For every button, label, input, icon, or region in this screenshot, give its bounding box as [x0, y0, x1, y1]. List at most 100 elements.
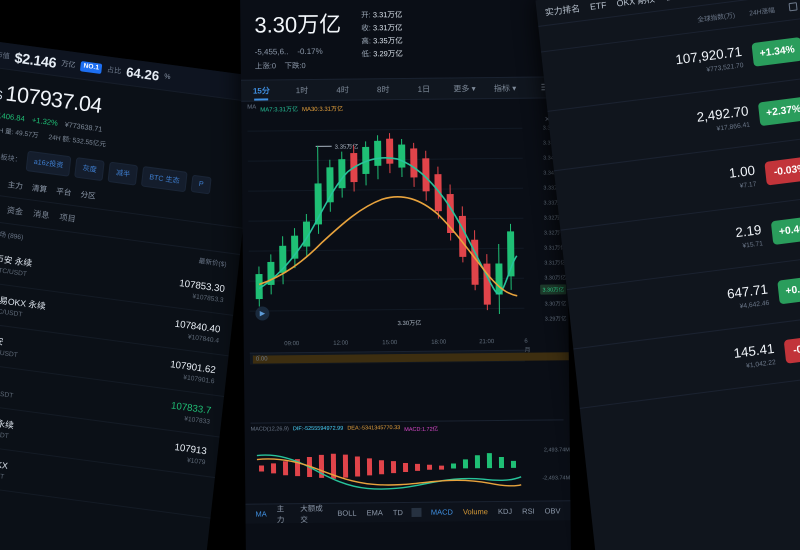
change-badge: +2.37%: [757, 96, 800, 127]
chart-change-pct: -0.17%: [297, 46, 323, 57]
tab-1h[interactable]: 1时: [295, 85, 309, 95]
volume-chart: [250, 362, 526, 423]
tab-strength-ranking[interactable]: 实力排名: [544, 3, 581, 18]
y-tick: 3.29万亿: [544, 316, 567, 323]
tab-more[interactable]: 更多 ▾: [453, 83, 476, 93]
tab-okx-options[interactable]: OKX 期权: [616, 0, 656, 9]
x-tick: 15:00: [382, 340, 398, 347]
indicator-boll[interactable]: BOLL: [337, 508, 357, 518]
nav-item-zone[interactable]: 分区: [79, 189, 97, 201]
tab-1d[interactable]: 1日: [417, 84, 431, 94]
market-cap-label: 市值: [0, 51, 11, 61]
indicator-ema[interactable]: EMA: [366, 508, 383, 518]
macd-dea: DEA:-5341345770.33: [347, 425, 401, 432]
volume-24h: 24H 量: 49.57万: [0, 126, 39, 140]
tab-funds[interactable]: 资金: [6, 205, 24, 217]
last-price-text: 3.30万亿: [397, 320, 422, 328]
currency-symbol: $: [0, 86, 4, 103]
change-pct: +1.32%: [31, 115, 59, 128]
change-abs: +1406.84: [0, 110, 26, 124]
row-value: 145.41: [732, 340, 776, 362]
change-badge: +1.34%: [751, 36, 800, 67]
change-badge: -0.54%: [783, 333, 800, 364]
indicator-whales[interactable]: 主力: [276, 503, 285, 524]
market-cap-unit: 万亿: [60, 59, 76, 69]
ma-legend-prefix: MA: [247, 104, 257, 111]
tab-news[interactable]: 消息: [32, 209, 50, 221]
chart-header: 3.30万亿 -5,455,6.. -0.17% 上涨:0 下跌:0 开: 3.…: [240, 0, 566, 80]
share-unit: %: [163, 73, 171, 82]
col-market-count: 成交市场 (896): [0, 228, 24, 242]
exchange-name: 欧易OKX: [0, 456, 9, 471]
exchange-name: 币安 永续: [0, 253, 33, 269]
change-badge: +0.61%: [777, 274, 800, 305]
row-value-cny: ¥1,042.22: [745, 358, 777, 370]
x-tick: 21:00: [479, 339, 495, 346]
ma30-legend: MA30:3.31万亿: [301, 106, 344, 114]
ohlc-high-value: 3.35万亿: [373, 36, 403, 46]
ma30-line: [258, 196, 518, 297]
share-label: 占比: [106, 66, 122, 76]
coin-detail-panel: 市值 $2.146 万亿 NO.1 占比 64.26 % $ 107937.04…: [0, 40, 260, 550]
row-value: 2.19: [734, 221, 763, 241]
exchange-name: 大门 永续: [0, 416, 15, 431]
ma7-legend: MA7:3.31万亿: [260, 107, 298, 114]
tab-etf[interactable]: ETF: [589, 0, 608, 12]
indicator-volume[interactable]: Volume: [462, 507, 489, 517]
indicator-ma[interactable]: MA: [255, 509, 267, 519]
y-tick: 3.30万亿: [544, 275, 567, 282]
candlestick-series: [255, 133, 518, 315]
toolbar-divider: [411, 507, 422, 517]
nav-item-liquidation[interactable]: 清算: [31, 183, 48, 195]
ohlc-low-label: 低:: [361, 49, 372, 59]
tab-indicators[interactable]: 指标 ▾: [493, 83, 517, 93]
nav-item-platform[interactable]: 平台: [55, 186, 72, 198]
row-value: 1.00: [728, 162, 756, 181]
price-cny: ¥773638.71: [64, 121, 103, 134]
col-global-index[interactable]: 全球指数(万): [697, 12, 736, 25]
indicator-large-trades[interactable]: 大额成交: [300, 503, 323, 524]
col-last-price[interactable]: 最新价($): [198, 257, 227, 269]
y-tick: 3.30万亿: [544, 301, 567, 308]
tab-project[interactable]: 项目: [58, 212, 77, 224]
row-value-cny: ¥15.71: [742, 240, 764, 250]
sector-tag-halving[interactable]: 减半: [107, 161, 139, 186]
tab-sectors[interactable]: 板块: [664, 0, 683, 3]
play-icon[interactable]: ▶: [255, 306, 270, 321]
change-badge: -0.03%: [764, 155, 800, 186]
indicator-rsi[interactable]: RSI: [522, 506, 535, 516]
sector-tag-a16z[interactable]: a16z投资: [25, 150, 72, 177]
ohlc-block: 开: 3.31万亿 收: 3.31万亿 高: 3.35万亿 低: 3.29万亿: [361, 8, 403, 70]
sector-tag-grayscale[interactable]: 灰度: [74, 157, 105, 182]
ranking-panel: 实力排名 ETF OKX 期权 板块 Meme AI ⋮ + 全球指数(万) 2…: [535, 0, 800, 550]
rank-badge: NO.1: [79, 60, 103, 74]
nav-item-whales[interactable]: 主力: [7, 179, 24, 192]
indicator-obv[interactable]: OBV: [544, 506, 561, 516]
x-tick: 18:00: [431, 339, 447, 346]
tab-4h[interactable]: 4时: [336, 85, 349, 95]
col-change-24h[interactable]: 24H涨幅: [748, 7, 776, 18]
last-price-annotation: 3.30万亿: [397, 318, 421, 327]
indicator-td[interactable]: TD: [392, 508, 403, 518]
up-count: 上涨:0: [254, 61, 277, 71]
sector-tag-more[interactable]: P: [190, 174, 212, 194]
macd-chart: 2,493.74M -2,493.74M: [251, 433, 570, 504]
ohlc-close-label: 收:: [361, 23, 371, 33]
tab-8h[interactable]: 8时: [376, 84, 390, 94]
macd-axis-max: 2,493.74M: [543, 447, 570, 454]
indicator-macd[interactable]: MACD: [430, 507, 453, 517]
market-cap-value: $2.146: [13, 48, 58, 71]
exchange-name: 币安: [0, 334, 4, 347]
layout-toggle-icon[interactable]: [788, 2, 798, 12]
ohlc-open-label: 开:: [361, 10, 371, 20]
chart-headline-value: 3.30万亿: [254, 11, 342, 38]
exchange-name: 币安: [0, 374, 15, 391]
price-chart[interactable]: ✕ 3.35万亿: [247, 114, 567, 339]
ohlc-close-value: 3.31万亿: [372, 23, 403, 33]
tab-15m[interactable]: 15分: [241, 85, 282, 96]
chart-change-abs: -5,455,6..: [254, 47, 289, 57]
sector-tag-btc-eco[interactable]: BTC 生态: [141, 166, 188, 193]
row-value: 647.71: [726, 281, 769, 302]
indicator-kdj[interactable]: KDJ: [497, 506, 513, 517]
